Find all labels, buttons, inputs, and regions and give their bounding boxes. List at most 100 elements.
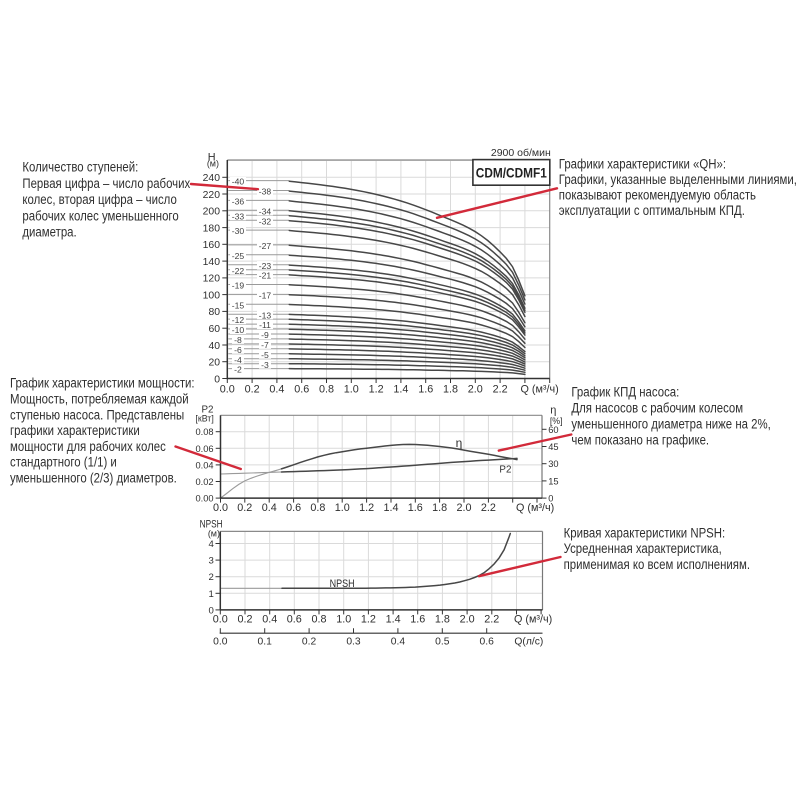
svg-text:1.0: 1.0 [344, 383, 359, 395]
svg-text:2: 2 [208, 572, 213, 583]
svg-text:2.0: 2.0 [468, 383, 483, 395]
svg-text:120: 120 [203, 274, 221, 285]
svg-text:-5: -5 [261, 350, 269, 360]
svg-text:-3: -3 [261, 360, 269, 370]
svg-text:2.0: 2.0 [460, 613, 475, 625]
svg-text:Q(л/с): Q(л/с) [514, 637, 543, 648]
svg-text:колес, вторая цифра – число: колес, вторая цифра – число [22, 192, 176, 207]
svg-text:1.8: 1.8 [435, 613, 450, 625]
svg-text:100: 100 [203, 290, 221, 301]
svg-text:0.0: 0.0 [220, 383, 235, 395]
svg-text:0.06: 0.06 [195, 444, 213, 454]
svg-text:P2: P2 [202, 404, 214, 415]
svg-text:-27: -27 [259, 241, 272, 251]
svg-text:1.6: 1.6 [418, 383, 433, 395]
svg-text:(м): (м) [208, 528, 220, 538]
svg-text:Q (м³/ч): Q (м³/ч) [521, 383, 559, 395]
svg-text:-10: -10 [232, 325, 245, 335]
svg-text:60: 60 [548, 425, 558, 435]
svg-text:-7: -7 [261, 340, 269, 350]
svg-text:2.0: 2.0 [456, 502, 471, 514]
svg-text:-2: -2 [234, 365, 242, 375]
svg-text:Усредненная характеристика,: Усредненная характеристика, [564, 541, 722, 556]
svg-text:-11: -11 [259, 320, 271, 330]
svg-text:0.0: 0.0 [213, 637, 228, 648]
svg-text:-32: -32 [259, 216, 272, 226]
svg-text:1.8: 1.8 [432, 502, 447, 514]
svg-text:1.4: 1.4 [393, 383, 408, 395]
svg-text:NPSH: NPSH [330, 578, 355, 590]
svg-text:1.4: 1.4 [386, 613, 401, 625]
svg-text:Графики характеристики «QH»:: Графики характеристики «QH»: [559, 157, 726, 172]
svg-text:-34: -34 [259, 206, 272, 216]
svg-text:0.0: 0.0 [213, 613, 228, 625]
svg-text:NPSH: NPSH [200, 518, 223, 530]
svg-text:рабочих колес уменьшенного: рабочих колес уменьшенного [22, 208, 178, 223]
svg-text:0.2: 0.2 [302, 637, 317, 648]
svg-text:0.08: 0.08 [195, 427, 213, 437]
svg-text:0.8: 0.8 [311, 613, 326, 625]
svg-text:0.6: 0.6 [286, 502, 301, 514]
svg-text:30: 30 [548, 459, 558, 469]
svg-text:-15: -15 [232, 300, 245, 310]
svg-text:1.0: 1.0 [335, 502, 350, 514]
svg-text:1.6: 1.6 [410, 613, 425, 625]
svg-text:200: 200 [203, 207, 221, 218]
svg-text:0.8: 0.8 [310, 502, 325, 514]
svg-text:0.8: 0.8 [319, 383, 334, 395]
svg-text:1.4: 1.4 [383, 502, 398, 514]
svg-text:-12: -12 [232, 315, 245, 325]
svg-text:0.2: 0.2 [237, 502, 252, 514]
svg-text:80: 80 [208, 307, 220, 318]
svg-text:0.6: 0.6 [287, 613, 302, 625]
svg-text:0.04: 0.04 [195, 460, 213, 470]
svg-text:[%]: [%] [550, 416, 563, 426]
svg-text:0.4: 0.4 [262, 502, 277, 514]
svg-text:140: 140 [203, 257, 221, 268]
svg-text:-13: -13 [259, 310, 272, 320]
svg-text:0.4: 0.4 [262, 613, 277, 625]
svg-text:применимая ко всем исполнениям: применимая ко всем исполнениям. [564, 557, 750, 572]
svg-text:Q (м³/ч): Q (м³/ч) [514, 613, 552, 625]
svg-text:0.0: 0.0 [213, 502, 228, 514]
svg-text:240: 240 [203, 173, 221, 184]
svg-text:-19: -19 [232, 281, 245, 291]
svg-text:0.2: 0.2 [245, 383, 260, 395]
svg-text:η: η [456, 436, 463, 450]
svg-text:0.3: 0.3 [346, 637, 361, 648]
svg-text:1.2: 1.2 [369, 383, 384, 395]
svg-text:η: η [550, 404, 556, 416]
svg-text:15: 15 [548, 476, 558, 486]
svg-text:4: 4 [208, 539, 214, 550]
svg-text:20: 20 [208, 358, 220, 369]
svg-text:-4: -4 [234, 355, 242, 365]
svg-text:График характеристики мощности: График характеристики мощности: [10, 376, 195, 391]
svg-text:1.6: 1.6 [408, 502, 423, 514]
svg-text:уменьшенного (2/3) диаметров.: уменьшенного (2/3) диаметров. [10, 471, 177, 486]
svg-text:-17: -17 [259, 291, 272, 301]
svg-text:чем показано на графике.: чем показано на графике. [571, 433, 709, 448]
svg-text:Первая цифра – число рабочих: Первая цифра – число рабочих [22, 176, 190, 191]
svg-text:стандартного (1/1) и: стандартного (1/1) и [10, 455, 117, 470]
svg-text:-9: -9 [261, 330, 269, 340]
svg-text:0.6: 0.6 [294, 383, 309, 395]
svg-text:мощности для рабочих колес: мощности для рабочих колес [10, 439, 166, 454]
svg-text:0.4: 0.4 [269, 383, 284, 395]
svg-text:-25: -25 [232, 251, 245, 261]
svg-text:0.2: 0.2 [237, 613, 252, 625]
svg-text:2.2: 2.2 [493, 383, 508, 395]
svg-text:-8: -8 [234, 335, 242, 345]
svg-text:0: 0 [208, 605, 213, 616]
svg-text:-33: -33 [232, 211, 245, 221]
svg-text:-21: -21 [259, 271, 272, 281]
svg-text:диаметра.: диаметра. [22, 225, 76, 240]
svg-text:-6: -6 [234, 345, 242, 355]
svg-text:1: 1 [208, 589, 213, 600]
svg-text:220: 220 [203, 190, 221, 201]
svg-text:показывают рекомендуемую облас: показывают рекомендуемую область [559, 188, 756, 203]
svg-text:1.2: 1.2 [361, 613, 376, 625]
svg-text:эксплуатации с оптимальным КПД: эксплуатации с оптимальным КПД. [559, 203, 745, 218]
svg-text:CDM/CDMF1: CDM/CDMF1 [476, 166, 547, 181]
svg-text:ступенью насоса. Представлены: ступенью насоса. Представлены [10, 407, 184, 422]
svg-text:0.1: 0.1 [258, 637, 273, 648]
